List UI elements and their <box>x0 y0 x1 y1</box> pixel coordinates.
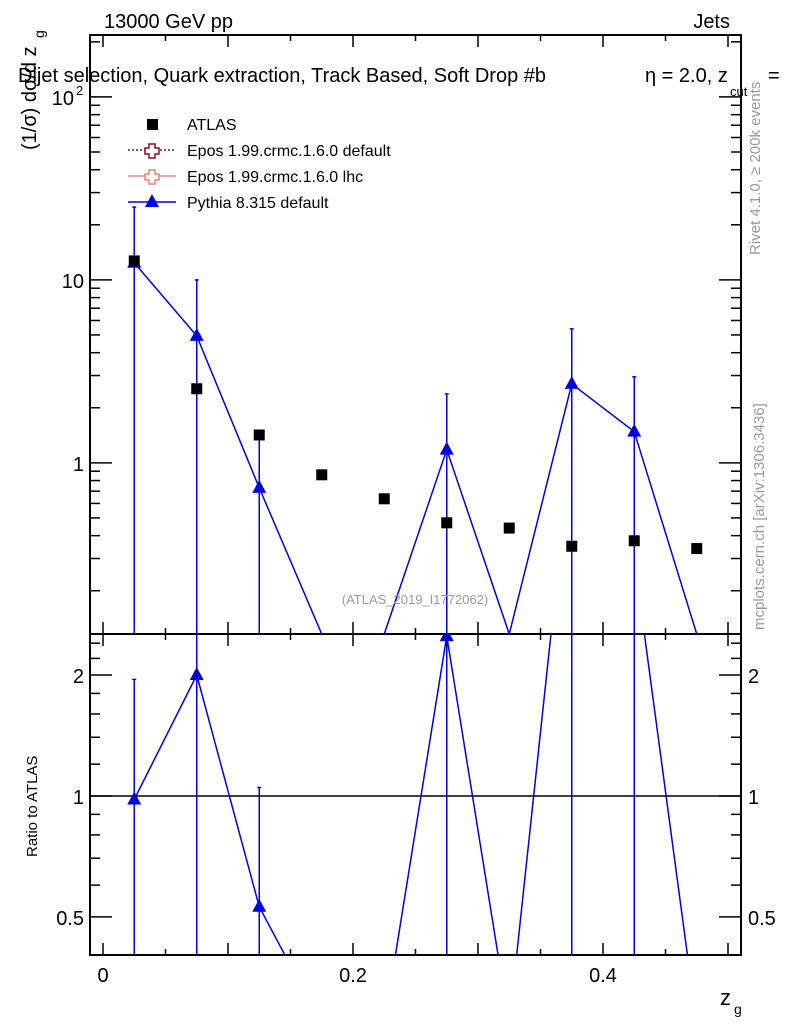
legend-marker-triangle <box>145 194 159 207</box>
y-axis-label-sub: g <box>31 30 47 38</box>
legend-label: Epos 1.99.crmc.1.6.0 lhc <box>187 169 363 186</box>
legend-label: Pythia 8.315 default <box>187 195 329 212</box>
ratio-pythia-point <box>252 898 267 912</box>
atlas-point <box>691 543 703 555</box>
ratio-pythia-point <box>127 791 142 805</box>
legend-marker-cross <box>144 143 160 159</box>
legend-marker-cross <box>144 169 160 185</box>
ratio-pythia-point <box>439 634 454 642</box>
x-tick-label: 0.4 <box>589 965 617 987</box>
plot-title: Dijet selection, Quark extraction, Track… <box>18 65 546 87</box>
ratio-pythia-point <box>189 667 204 681</box>
watermark: (ATLAS_2019_I1772062) <box>342 592 488 607</box>
plot-title-end: = <box>768 65 780 87</box>
pythia-line <box>133 262 698 634</box>
atlas-point <box>253 429 265 441</box>
x-axis-label: z <box>720 985 731 1010</box>
pythia-point <box>627 423 642 437</box>
side-text-rivet: Rivet 4.1.0, ≥ 200k events <box>747 82 764 255</box>
y-tick-label: 10 <box>52 88 74 110</box>
plot-title-overlap: η = 2.0, z <box>645 65 728 87</box>
pythia-point <box>189 327 204 341</box>
y-tick-label-exponent: 2 <box>76 83 83 98</box>
ratio-pythia-line <box>133 634 689 955</box>
side-text-mcplots: mcplots.cern.ch [arXiv:1306.3436] <box>751 403 768 630</box>
ratio-plot-area <box>127 634 689 955</box>
atlas-point <box>316 469 328 481</box>
pythia-point <box>564 375 579 389</box>
plot-title-sub: cut <box>730 84 748 99</box>
legend-label: Epos 1.99.crmc.1.6.0 default <box>187 143 391 160</box>
atlas-point <box>191 383 203 395</box>
ratio-y-tick-label-right: 0.5 <box>748 908 776 930</box>
ratio-y-tick-label: 1 <box>73 787 84 809</box>
atlas-point <box>566 540 578 552</box>
ratio-y-tick-label: 0.5 <box>56 908 84 930</box>
header-left: 13000 GeV pp <box>104 11 233 33</box>
legend-label: ATLAS <box>187 117 237 134</box>
pythia-point <box>252 479 267 493</box>
ratio-y-tick-label-right: 2 <box>748 666 759 688</box>
atlas-point <box>441 517 453 529</box>
header-right: Jets <box>693 11 730 33</box>
x-tick-label: 0 <box>97 965 108 987</box>
pythia-point <box>439 441 454 455</box>
x-tick-label: 0.2 <box>339 965 367 987</box>
x-axis-label-sub: g <box>734 1001 742 1017</box>
ratio-frame <box>89 633 742 956</box>
ratio-y-tick-label-right: 1 <box>748 787 759 809</box>
atlas-point <box>628 535 640 547</box>
y-tick-label: 10 <box>62 271 84 293</box>
ratio-y-axis-label: Ratio to ATLAS <box>24 756 41 857</box>
ratio-y-tick-label: 2 <box>73 666 84 688</box>
atlas-point <box>128 255 140 267</box>
y-axis-label: (1/σ) dσ/d z <box>19 46 41 150</box>
atlas-point <box>378 493 390 505</box>
main-plot-area <box>127 206 703 634</box>
legend-marker-square <box>147 119 158 130</box>
atlas-point <box>503 522 515 534</box>
y-tick-label: 1 <box>73 454 84 476</box>
